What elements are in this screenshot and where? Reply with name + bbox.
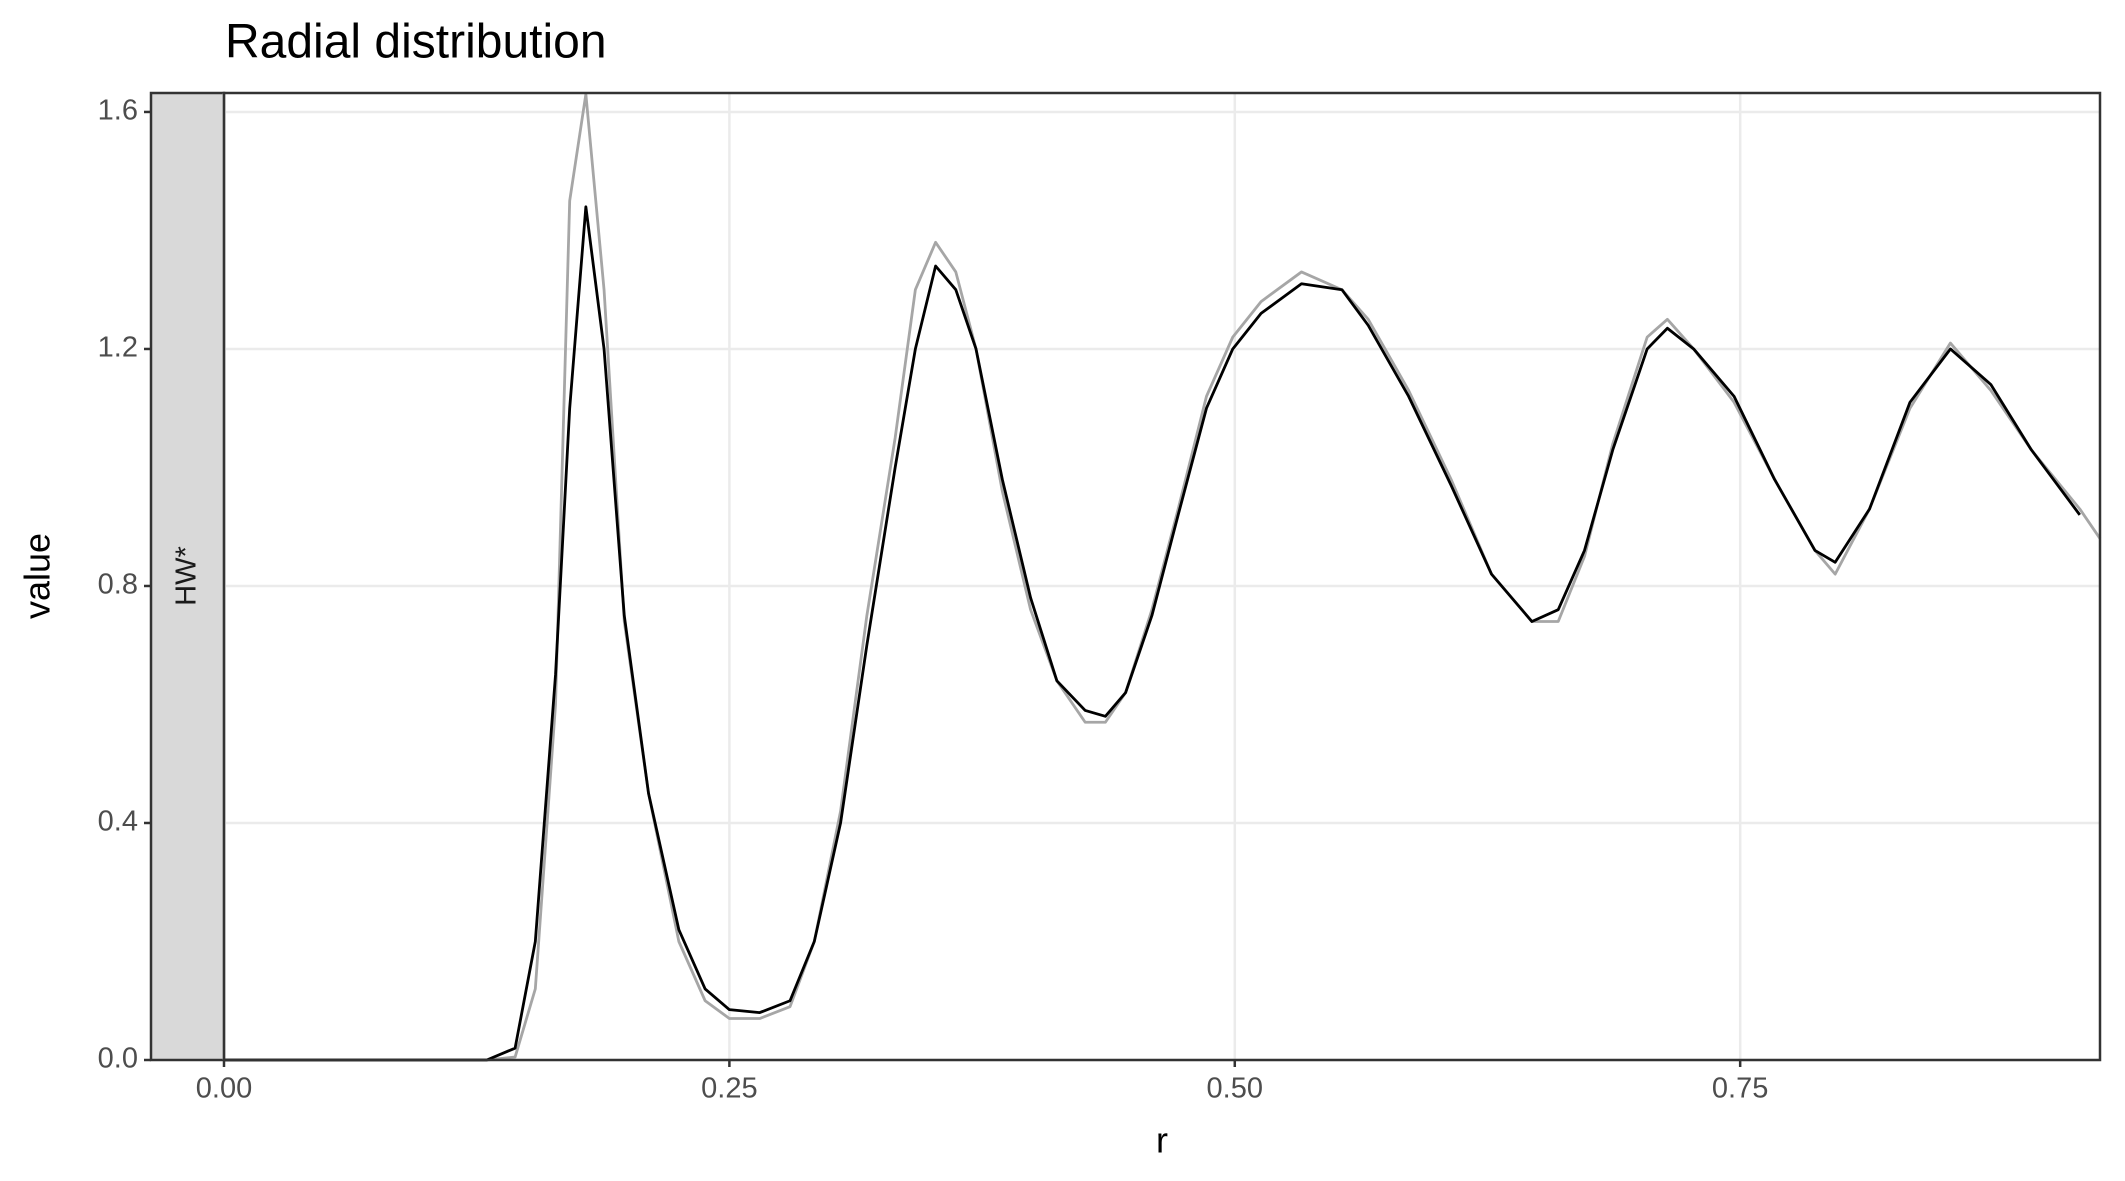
data-line <box>224 205 2081 1062</box>
y-tick-label: 0.0 <box>98 1043 138 1075</box>
x-tick-label: 0.50 <box>1207 1073 1263 1105</box>
x-tick-label: 0.25 <box>701 1073 757 1105</box>
x-tick-label: 0.75 <box>1712 1073 1768 1105</box>
x-axis-label: r <box>1156 1120 1168 1161</box>
facet-strip <box>149 91 226 1062</box>
chart-title: Radial distribution <box>225 16 607 69</box>
y-tick-label: 1.2 <box>98 332 138 364</box>
y-tick-label: 0.4 <box>98 806 138 838</box>
y-tick-label: 1.6 <box>98 95 138 127</box>
strip-label: HW* <box>171 546 203 606</box>
panel-border <box>222 91 2102 1062</box>
x-tick-label: 0.00 <box>196 1073 252 1105</box>
y-tick-label: 0.8 <box>98 569 138 601</box>
y-axis-label: value <box>17 533 58 619</box>
